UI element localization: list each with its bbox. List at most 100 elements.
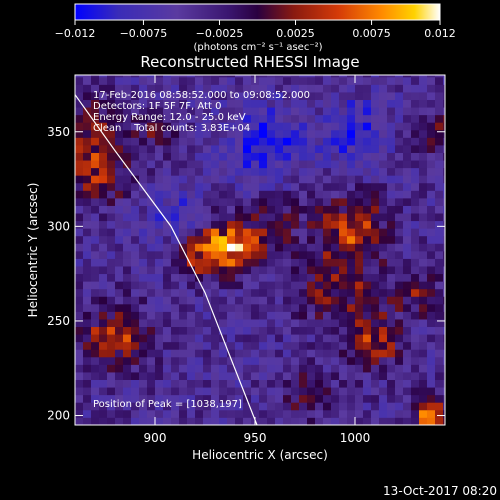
heatmap-cell bbox=[411, 75, 420, 78]
heatmap-cell bbox=[427, 160, 436, 169]
heatmap-cell bbox=[163, 197, 172, 206]
y-tick-label: 350 bbox=[47, 125, 70, 139]
heatmap-cell bbox=[139, 129, 148, 138]
heatmap-cell bbox=[259, 334, 268, 343]
heatmap-cell bbox=[443, 76, 445, 85]
heatmap-cell bbox=[147, 379, 156, 388]
heatmap-cell bbox=[195, 326, 204, 335]
heatmap-cell bbox=[123, 228, 132, 237]
heatmap-cell bbox=[99, 145, 108, 153]
heatmap-cell bbox=[355, 129, 364, 138]
heatmap-cell bbox=[83, 182, 92, 191]
heatmap-cell bbox=[123, 205, 132, 214]
heatmap-cell bbox=[363, 394, 372, 403]
heatmap-cell bbox=[75, 379, 84, 388]
heatmap-cell bbox=[179, 228, 188, 237]
heatmap-cell bbox=[435, 228, 444, 237]
heatmap-cell bbox=[211, 409, 220, 418]
heatmap-cell bbox=[403, 243, 412, 252]
heatmap-cell bbox=[99, 281, 108, 290]
heatmap-cell bbox=[131, 258, 140, 267]
heatmap-cell bbox=[339, 417, 348, 425]
heatmap-cell bbox=[267, 334, 276, 343]
heatmap-cell bbox=[99, 409, 108, 418]
heatmap-cell bbox=[347, 394, 356, 403]
heatmap-cell bbox=[171, 167, 180, 176]
heatmap-cell bbox=[115, 182, 124, 191]
heatmap-cell bbox=[419, 205, 428, 214]
heatmap-cell bbox=[131, 152, 140, 161]
heatmap-cell bbox=[99, 107, 108, 116]
heatmap-cell bbox=[299, 137, 308, 146]
heatmap-cell bbox=[91, 311, 100, 320]
heatmap-cell bbox=[83, 152, 92, 161]
heatmap-cell bbox=[179, 145, 188, 153]
heatmap-cell bbox=[139, 258, 148, 267]
heatmap-cell bbox=[435, 364, 444, 373]
heatmap-cell bbox=[291, 76, 300, 85]
heatmap-cell bbox=[291, 349, 300, 358]
heatmap-cell bbox=[115, 258, 124, 267]
heatmap-cell bbox=[187, 258, 196, 267]
heatmap-cell bbox=[75, 394, 84, 403]
heatmap-cell bbox=[315, 356, 324, 365]
heatmap-cell bbox=[331, 76, 340, 85]
heatmap-cell bbox=[139, 84, 148, 93]
heatmap-cell bbox=[235, 145, 244, 153]
heatmap-cell bbox=[203, 258, 212, 267]
heatmap-cell bbox=[171, 99, 180, 108]
heatmap-cell bbox=[427, 152, 436, 161]
heatmap-cell bbox=[203, 250, 212, 259]
heatmap-cell bbox=[75, 356, 84, 365]
heatmap-cell bbox=[235, 114, 244, 123]
heatmap-cell bbox=[379, 326, 388, 335]
heatmap-cell bbox=[347, 235, 356, 244]
heatmap-cell bbox=[163, 311, 172, 320]
heatmap-cell bbox=[235, 175, 244, 184]
heatmap-cell bbox=[411, 205, 420, 214]
heatmap-cell bbox=[427, 281, 436, 290]
heatmap-cell bbox=[379, 364, 388, 373]
heatmap-cell bbox=[435, 75, 444, 78]
heatmap-cell bbox=[211, 114, 220, 123]
heatmap-cell bbox=[275, 273, 284, 282]
heatmap-cell bbox=[331, 182, 340, 191]
heatmap-cell bbox=[339, 122, 348, 131]
heatmap-cell bbox=[107, 266, 116, 275]
y-tick-label: 250 bbox=[47, 314, 70, 328]
heatmap-cell bbox=[299, 409, 308, 418]
heatmap-cell bbox=[387, 167, 396, 176]
heatmap-cell bbox=[323, 326, 332, 335]
heatmap-cell bbox=[379, 281, 388, 290]
heatmap-cell bbox=[283, 402, 292, 411]
solar-limb-curve bbox=[75, 93, 258, 425]
heatmap-cell bbox=[379, 114, 388, 123]
heatmap-cell bbox=[219, 266, 228, 275]
heatmap-cell bbox=[195, 281, 204, 290]
heatmap-cell bbox=[163, 182, 172, 191]
heatmap-cell bbox=[91, 76, 100, 85]
heatmap-cell bbox=[147, 167, 156, 176]
heatmap-cell bbox=[395, 409, 404, 418]
heatmap-cell bbox=[179, 273, 188, 282]
heatmap-cell bbox=[99, 235, 108, 244]
heatmap-cell bbox=[203, 235, 212, 244]
heatmap-cell bbox=[203, 114, 212, 123]
heatmap-cell bbox=[371, 379, 380, 388]
heatmap-cell bbox=[259, 243, 268, 252]
heatmap-cell bbox=[147, 152, 156, 161]
heatmap-cell bbox=[83, 303, 92, 312]
heatmap-cell bbox=[427, 235, 436, 244]
heatmap-cell bbox=[275, 281, 284, 290]
heatmap-cell bbox=[371, 288, 380, 297]
heatmap-cell bbox=[83, 205, 92, 214]
heatmap-cell bbox=[395, 273, 404, 282]
heatmap-cell bbox=[155, 258, 164, 267]
heatmap-cell bbox=[307, 379, 316, 388]
heatmap-cell bbox=[291, 394, 300, 403]
heatmap-cell bbox=[163, 334, 172, 343]
heatmap-cell bbox=[163, 205, 172, 214]
heatmap-cell bbox=[227, 213, 236, 222]
heatmap-cell bbox=[307, 129, 316, 138]
heatmap-cell bbox=[299, 197, 308, 206]
